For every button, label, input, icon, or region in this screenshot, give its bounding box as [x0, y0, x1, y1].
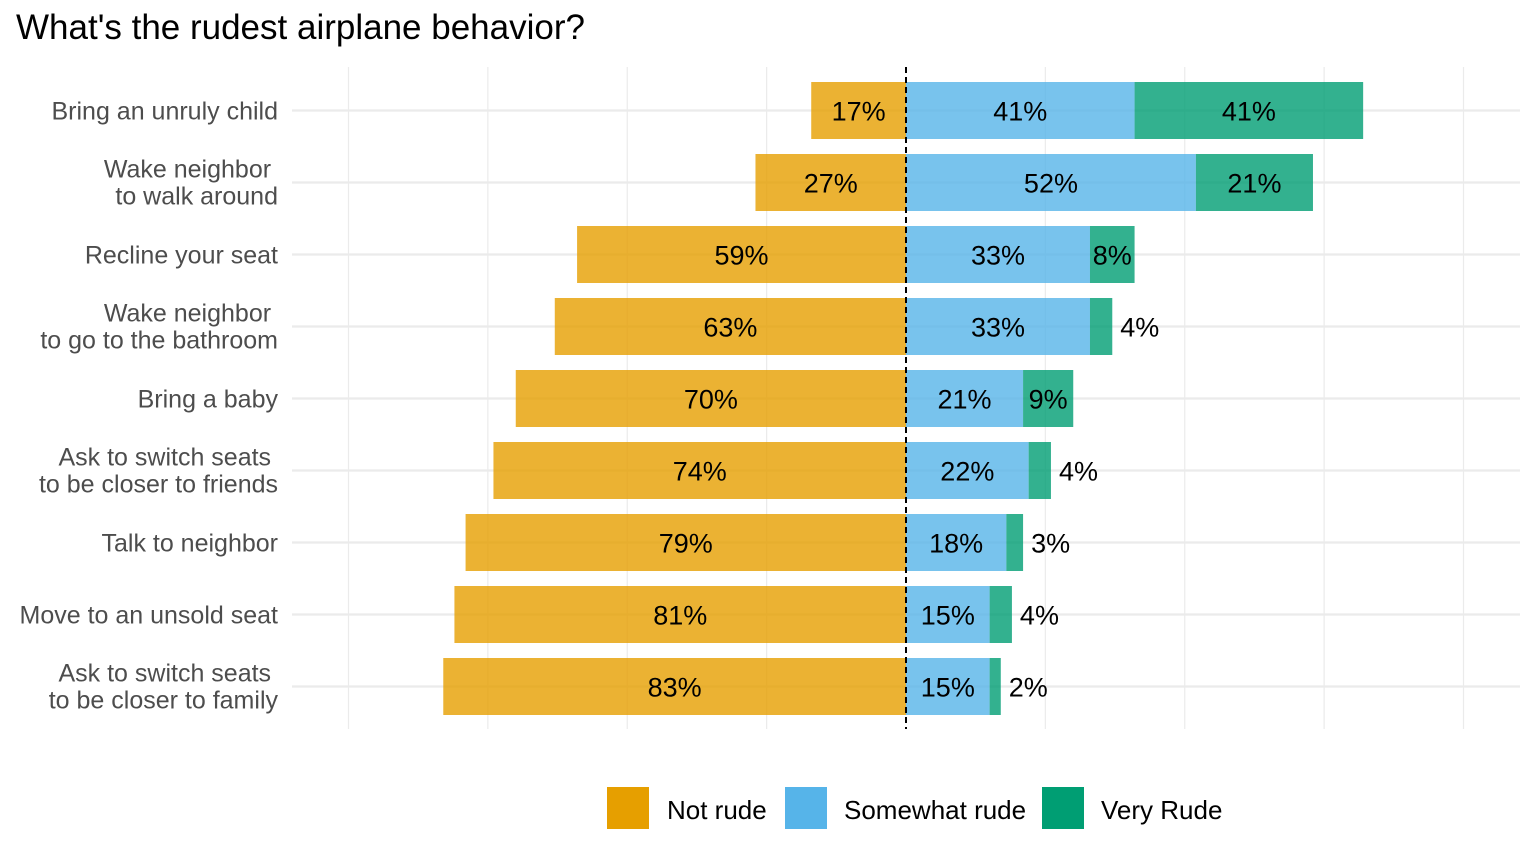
bar-not-rude [443, 658, 906, 715]
bar-label-very-rude: 21% [1227, 169, 1281, 199]
bar-not-rude [493, 442, 906, 499]
bar-label-somewhat-rude: 15% [921, 673, 975, 703]
bar-label-somewhat-rude: 22% [940, 457, 994, 487]
bar-very-rude [1134, 82, 1364, 139]
bar-label-very-rude: 4% [1059, 457, 1098, 487]
legend: Not rude Somewhat rude Very Rude [607, 787, 1222, 829]
bar-somewhat-rude [906, 226, 1090, 283]
bar-label-very-rude: 4% [1120, 313, 1159, 343]
bar-label-very-rude: 9% [1029, 385, 1068, 415]
bar-label-somewhat-rude: 33% [971, 241, 1025, 271]
category-label: Talk to neighbor [101, 530, 278, 558]
bar-label-very-rude: 3% [1031, 529, 1070, 559]
chart-title: What's the rudest airplane behavior? [16, 8, 585, 47]
category-label: Move to an unsold seat [20, 602, 279, 630]
bar-very-rude [1089, 226, 1135, 283]
category-label: Bring a baby [138, 386, 279, 414]
bar-label-somewhat-rude: 15% [921, 601, 975, 631]
bar-label-very-rude: 4% [1020, 601, 1059, 631]
bar-label-not-rude: 74% [673, 457, 727, 487]
bar-label-not-rude: 81% [653, 601, 707, 631]
bar-not-rude [454, 586, 906, 643]
legend-label: Not rude [667, 795, 767, 825]
bar-label-somewhat-rude: 41% [993, 97, 1047, 127]
bar-somewhat-rude [906, 82, 1135, 139]
bar-label-not-rude: 59% [715, 241, 769, 271]
bar-somewhat-rude [906, 298, 1090, 355]
bar-very-rude [1006, 514, 1024, 571]
bar-somewhat-rude [906, 370, 1024, 427]
bar-label-somewhat-rude: 52% [1024, 169, 1078, 199]
bar-somewhat-rude [906, 514, 1007, 571]
bar-label-not-rude: 83% [648, 673, 702, 703]
bar-somewhat-rude [906, 442, 1029, 499]
bar-very-rude [989, 658, 1001, 715]
bar-label-not-rude: 27% [804, 169, 858, 199]
bar-not-rude [577, 226, 906, 283]
category-label: Recline your seat [85, 242, 278, 270]
bar-label-not-rude: 17% [832, 97, 886, 127]
bar-label-somewhat-rude: 18% [929, 529, 983, 559]
bar-label-very-rude: 2% [1009, 673, 1048, 703]
bar-not-rude [554, 298, 906, 355]
bar-layer [443, 82, 1364, 715]
bar-label-very-rude: 41% [1222, 97, 1276, 127]
bar-label-somewhat-rude: 33% [971, 313, 1025, 343]
category-label: Wake neighbor to walk around [104, 156, 278, 211]
bar-label-not-rude: 79% [659, 529, 713, 559]
bar-not-rude [755, 154, 906, 211]
category-label: Ask to switch seats to be closer to frie… [39, 444, 278, 499]
bar-not-rude [515, 370, 906, 427]
bar-somewhat-rude [906, 586, 990, 643]
bar-label-very-rude: 8% [1093, 241, 1132, 271]
bar-very-rude [1023, 370, 1074, 427]
legend-swatch [1042, 787, 1084, 829]
bar-label-not-rude: 70% [684, 385, 738, 415]
bar-very-rude [989, 586, 1012, 643]
legend-label: Somewhat rude [844, 795, 1026, 825]
legend-swatch [607, 787, 649, 829]
legend-swatch [785, 787, 827, 829]
legend-label: Very Rude [1101, 795, 1222, 825]
category-label: Bring an unruly child [51, 98, 278, 126]
category-labels: Bring an unruly child Wake neighbor to wa… [20, 98, 279, 715]
bar-somewhat-rude [906, 658, 990, 715]
bar-label-layer: 17% 41% 41% 27% 52% 21% 59% 33% 8% 63% 33% 4% 70% 21%… [648, 97, 1282, 703]
bar-very-rude [1028, 442, 1051, 499]
bar-label-somewhat-rude: 21% [938, 385, 992, 415]
category-label: Ask to switch seats to be closer to fami… [49, 660, 279, 715]
bar-not-rude [465, 514, 906, 571]
bar-not-rude [811, 82, 906, 139]
bar-label-not-rude: 63% [703, 313, 757, 343]
bar-very-rude [1089, 298, 1113, 355]
bar-somewhat-rude [906, 154, 1196, 211]
category-label: Wake neighbor to go to the bathroom [40, 300, 278, 355]
bar-very-rude [1195, 154, 1313, 211]
